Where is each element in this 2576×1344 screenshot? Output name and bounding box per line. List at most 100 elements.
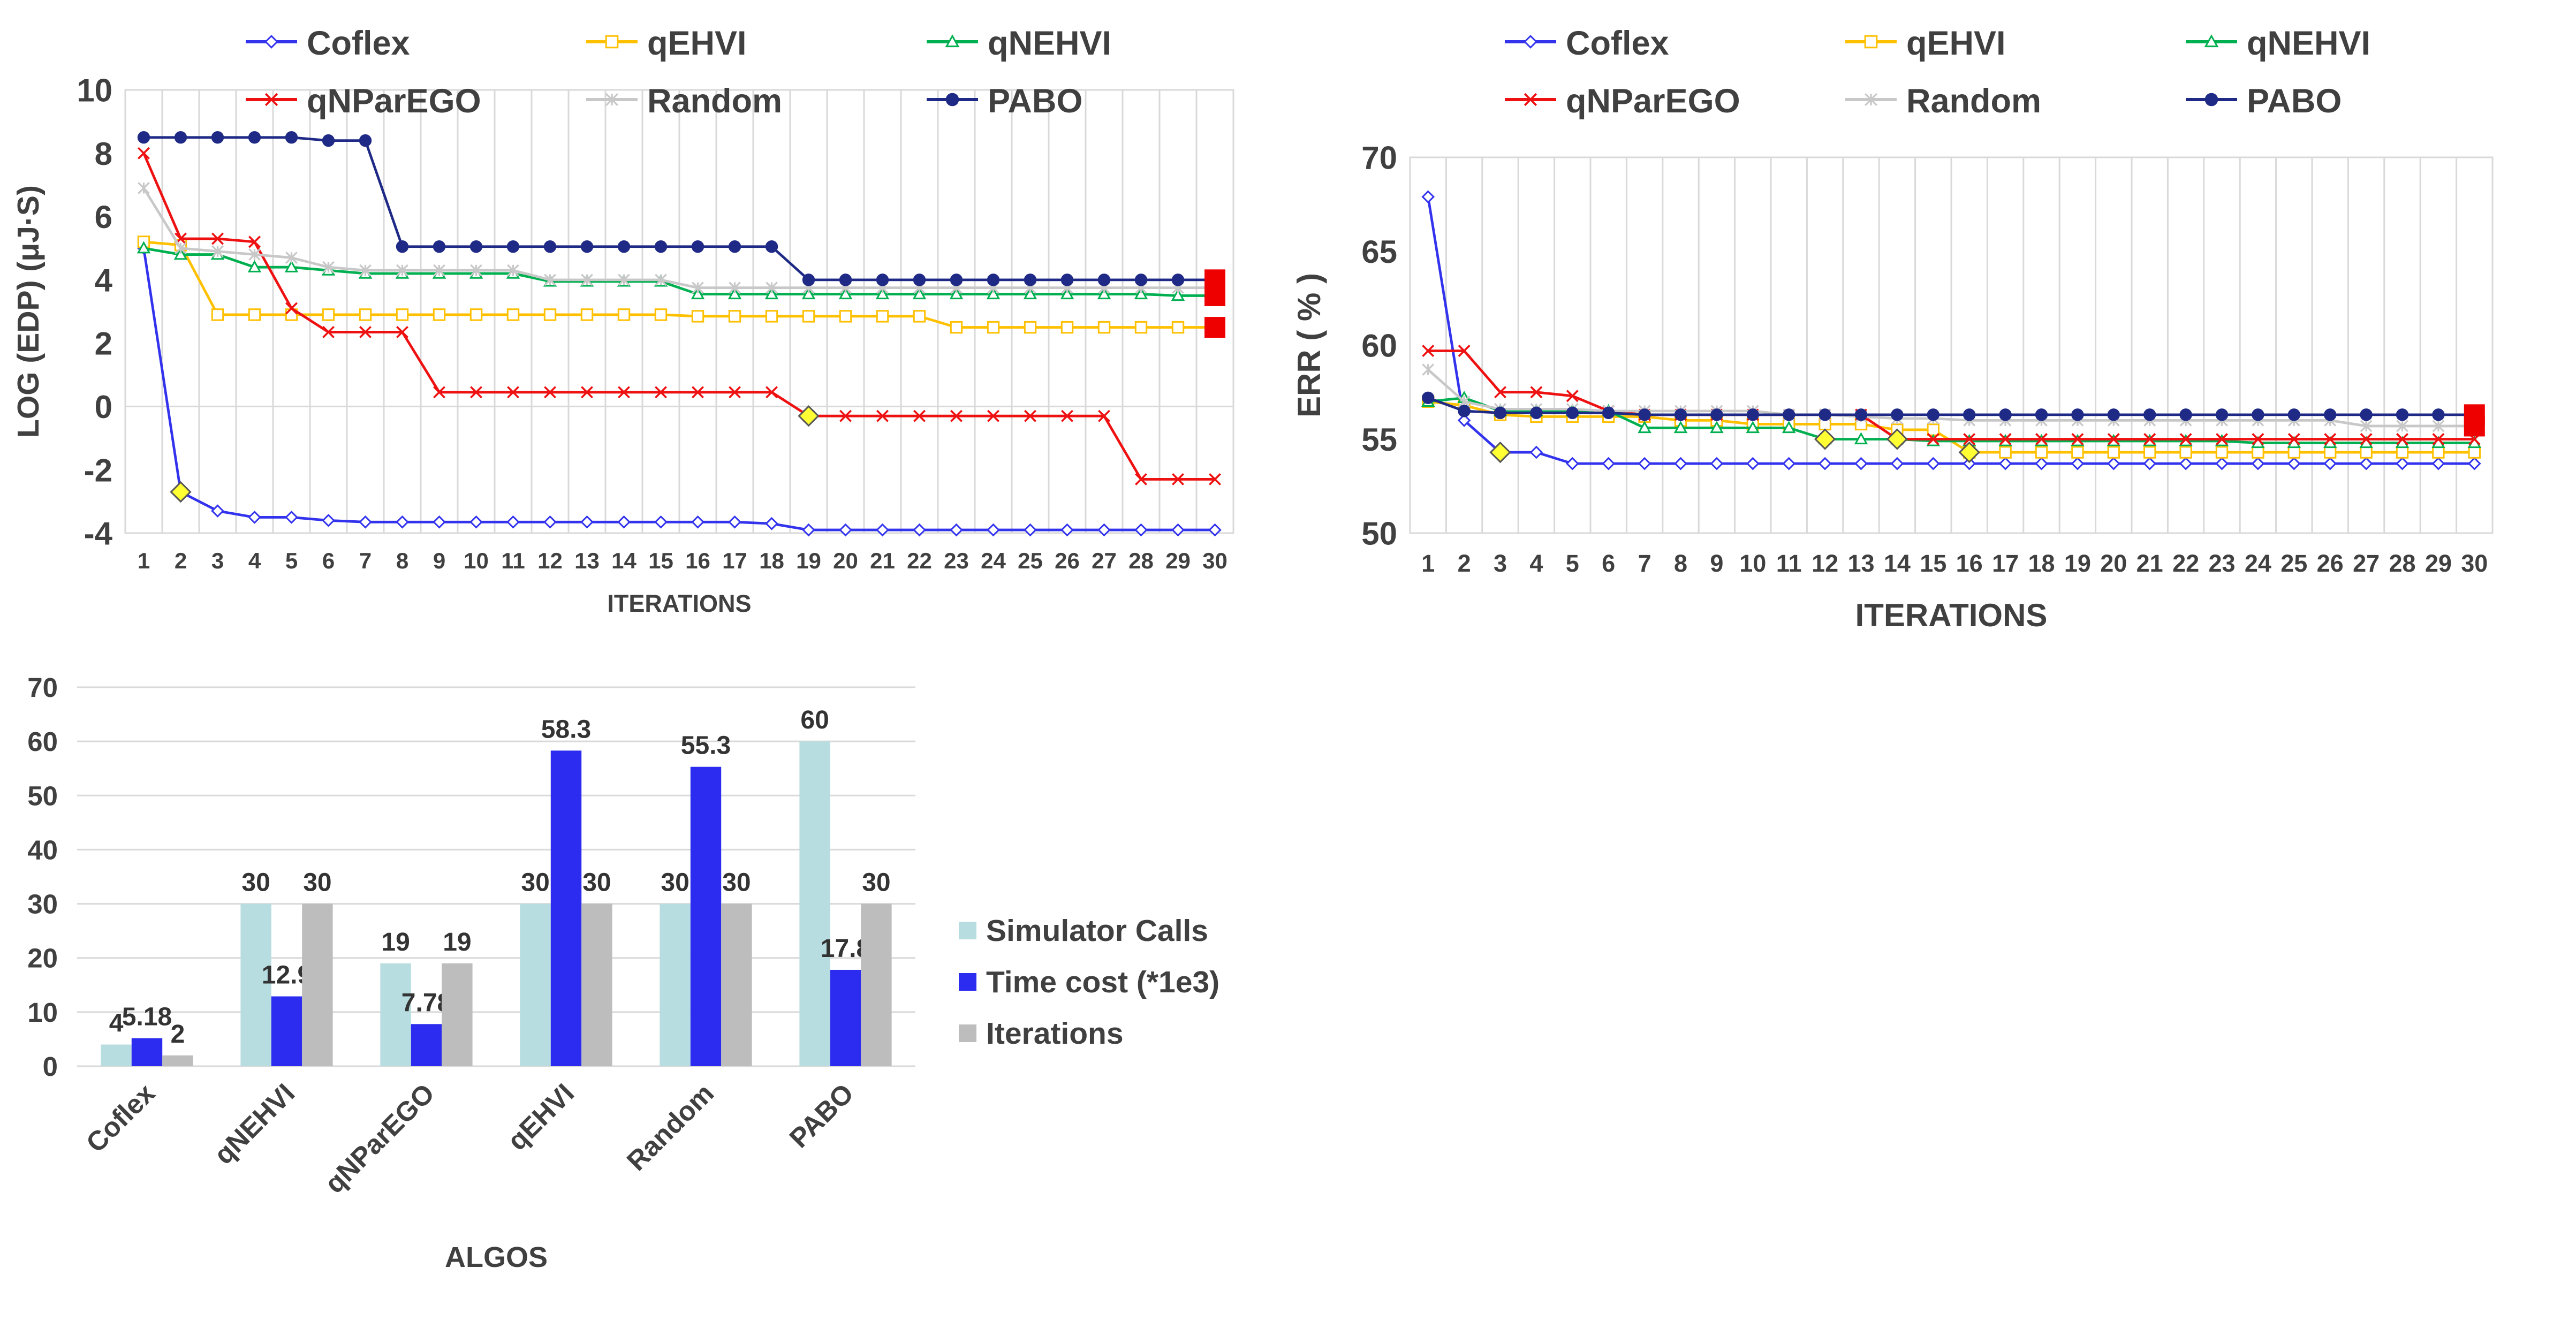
x-tick-label: 9 (433, 548, 445, 573)
highlight-qnparego (1886, 428, 1908, 450)
point-pabo (580, 240, 594, 253)
point-coflex (1854, 457, 1868, 470)
point-qehvi (396, 308, 409, 321)
y-tick-label: 20 (27, 943, 58, 974)
data-label-time-cost-1e3: 58.3 (541, 715, 591, 743)
point-qnehvi (1673, 421, 1688, 434)
legend-marker-qnehvi (945, 34, 960, 48)
point-qehvi (691, 310, 704, 323)
point-random (2432, 420, 2445, 432)
highlight-qnehvi (1204, 285, 1225, 306)
point-coflex (2143, 457, 2157, 470)
y-tick-label: 50 (1361, 516, 1397, 552)
x-tick-label: 21 (870, 548, 895, 573)
point-qnehvi (728, 287, 742, 300)
highlight-qehvi (1204, 317, 1225, 338)
point-qnparego (655, 386, 667, 399)
point-coflex (654, 515, 668, 529)
point-pabo (654, 240, 668, 253)
point-pabo (1963, 408, 1976, 421)
point-qnehvi (912, 287, 927, 300)
point-qehvi (2324, 446, 2337, 459)
data-label-iterations: 30 (582, 869, 611, 897)
point-qnehvi (691, 287, 705, 300)
point-coflex (2323, 457, 2337, 470)
point-pabo (285, 131, 298, 144)
point-qnparego (1999, 433, 2012, 445)
point-pabo (839, 274, 852, 286)
x-tick-label: 16 (685, 548, 710, 573)
legend-marker-qehvi (1864, 35, 1878, 49)
point-qehvi (802, 310, 815, 323)
point-pabo (1891, 408, 1904, 421)
legend-marker-pabo (945, 93, 959, 107)
point-qehvi (2035, 446, 2048, 459)
point-coflex (2287, 457, 2301, 470)
x-tick-label: 28 (2389, 550, 2415, 577)
legend-label-qnparego: qNParEGO (307, 82, 481, 120)
x-tick-label: 14 (1884, 550, 1911, 577)
x-tick-label: 10 (464, 548, 489, 573)
point-coflex (469, 515, 483, 529)
point-qehvi (2396, 446, 2409, 459)
point-coflex (2251, 457, 2265, 470)
point-random (655, 274, 667, 286)
point-pabo (1566, 406, 1579, 420)
point-qnparego (138, 147, 150, 160)
point-qnparego (2432, 433, 2445, 445)
x-tick-label: 5 (285, 548, 298, 573)
point-qehvi (1060, 321, 1074, 334)
point-qehvi (765, 310, 778, 323)
point-qnparego (729, 386, 741, 399)
point-pabo (2179, 408, 2192, 421)
point-pabo (211, 131, 224, 144)
x-tick-label: 23 (2208, 550, 2235, 577)
highlight-coflex (1489, 441, 1511, 464)
point-coflex (1710, 457, 1724, 470)
y-axis-title: ERR ( % ) (1291, 273, 1327, 417)
y-tick-label: 60 (1361, 328, 1397, 364)
point-coflex (802, 523, 815, 537)
x-tick-label: 11 (1776, 550, 1802, 577)
y-tick-label: 8 (95, 136, 112, 172)
x-tick-label: 16 (1956, 550, 1983, 577)
point-pabo (1060, 274, 1074, 286)
point-pabo (728, 240, 741, 253)
point-qnparego (1135, 473, 1147, 485)
x-tick-label: 25 (2280, 550, 2307, 577)
x-tick-label: 17 (722, 548, 747, 573)
y-tick-label: -2 (84, 452, 112, 488)
point-pabo (248, 131, 261, 144)
point-random (322, 261, 335, 274)
x-tick-label: 20 (833, 548, 858, 573)
point-coflex (2179, 457, 2193, 470)
point-qnparego (876, 409, 889, 422)
point-coflex (2035, 457, 2048, 470)
point-qnparego (544, 386, 556, 399)
point-qehvi (2468, 446, 2481, 459)
y-tick-label: 6 (95, 199, 112, 235)
point-qehvi (1999, 446, 2012, 459)
category-label-qnparego: qNParEGO (319, 1077, 441, 1199)
point-pabo (1171, 274, 1185, 286)
point-qnehvi (838, 287, 853, 300)
point-qnparego (1963, 433, 1976, 445)
category-label-qnehvi: qNEHVI (208, 1077, 301, 1170)
x-tick-label: 19 (796, 548, 821, 573)
point-qnparego (2287, 433, 2300, 445)
series-line-qnehvi (143, 247, 1215, 297)
x-tick-label: 11 (501, 548, 525, 573)
category-label-qehvi: qEHVI (502, 1077, 580, 1156)
point-random (470, 264, 482, 277)
legend-swatch-simulator-calls (959, 922, 976, 939)
legend-swatch-time-cost-1e3 (959, 973, 976, 991)
point-random (2396, 420, 2408, 432)
point-pabo (1097, 274, 1111, 286)
x-tick-label: 20 (2100, 550, 2127, 577)
y-tick-label: 10 (77, 73, 112, 109)
point-pabo (2396, 408, 2409, 421)
x-tick-label: 9 (1710, 550, 1723, 577)
point-qehvi (1024, 321, 1037, 334)
legend-label-coflex: Coflex (1566, 25, 1669, 62)
